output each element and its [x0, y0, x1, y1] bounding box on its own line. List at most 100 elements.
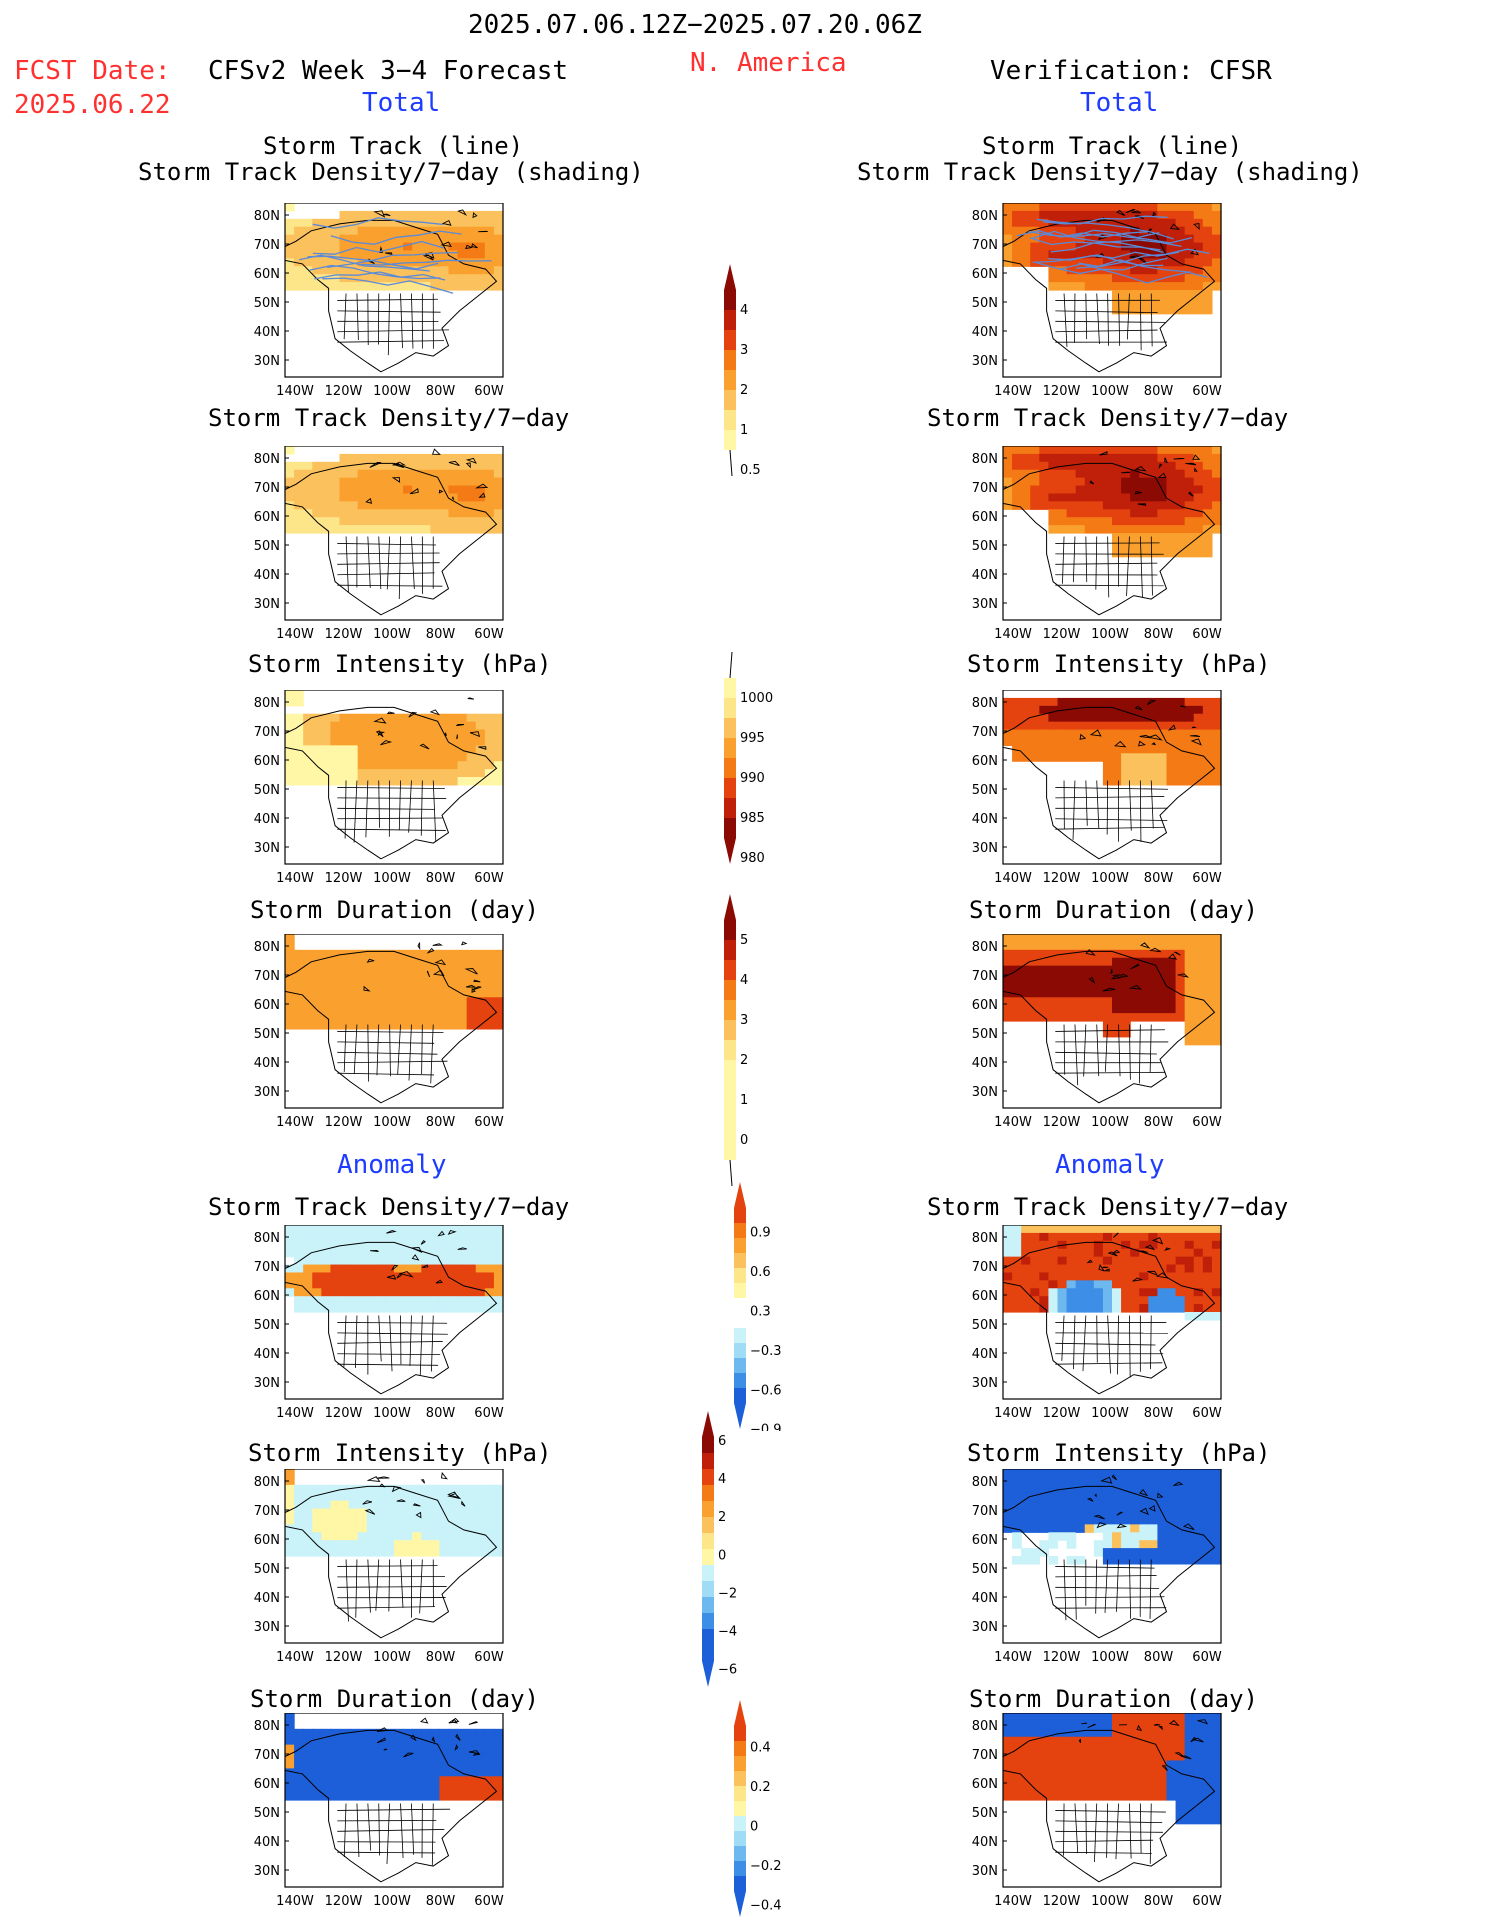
lon-tick-label: 140W — [994, 384, 1032, 399]
lon-tick-label: 80W — [1144, 1406, 1174, 1421]
lat-tick-label: 80N — [254, 696, 280, 711]
lon-tick-label: 140W — [994, 1894, 1032, 1909]
lat-tick-label: 60N — [972, 267, 998, 282]
lon-tick-label: 120W — [1043, 1650, 1081, 1665]
colorbar-duration-total: 5 4 3 2 1 0 — [716, 892, 786, 1188]
map-panel-forecast-4: 80N 70N 60N 50N 40N 30N 140W 120W 100W 80W 60W — [241, 1225, 529, 1429]
lon-tick-label: 120W — [325, 1894, 363, 1909]
lat-tick-label: 50N — [254, 539, 280, 554]
colorbar-tick-label: 5 — [740, 933, 748, 948]
lon-tick-label: 120W — [1043, 627, 1081, 642]
lat-tick-label: 70N — [972, 1504, 998, 1519]
lat-tick-label: 40N — [972, 1347, 998, 1362]
panel-title-track-line-right: Storm Track (line) — [982, 132, 1242, 160]
lon-tick-label: 100W — [1091, 1115, 1129, 1130]
colorbar-tick-label: 980 — [740, 851, 765, 866]
map-panel-forecast-0: 80N70N60N50N40N30N140W 120W 100W 80W 60W — [241, 203, 529, 407]
lat-tick-label: 60N — [254, 1533, 280, 1548]
panel-title-track-line-left: Storm Track (line) — [263, 132, 523, 160]
lon-tick-label: 120W — [325, 384, 363, 399]
colorbar-tick-label: 2 — [740, 383, 748, 398]
lat-tick-label: 40N — [254, 568, 280, 583]
lon-tick-label: 120W — [325, 1115, 363, 1130]
lat-tick-label: 50N — [254, 783, 280, 798]
anomaly-label-right: Anomaly — [1055, 1150, 1165, 1180]
lat-tick-label: 30N — [254, 1376, 280, 1391]
map-panel-forecast-1: 80N70N60N50N40N30N140W 120W 100W 80W 60W — [241, 446, 529, 650]
panel-title-track-shading-right: Storm Track Density/7−day (shading) — [857, 158, 1363, 186]
lat-tick-label: 50N — [972, 296, 998, 311]
colorbar-tick-label: 4 — [740, 973, 748, 988]
lon-tick-label: 140W — [276, 627, 314, 642]
lon-tick-label: 80W — [426, 1115, 456, 1130]
lon-tick-label: 60W — [474, 1406, 504, 1421]
lat-tick-label: 30N — [972, 1376, 998, 1391]
lat-tick-label: 40N — [972, 568, 998, 583]
panel-title-track-shading-left: Storm Track Density/7−day (shading) — [138, 158, 644, 186]
lat-tick-label: 60N — [254, 510, 280, 525]
colorbar-tick-label: 0.5 — [740, 463, 761, 478]
lat-tick-label: 80N — [254, 1475, 280, 1490]
anomaly-label-left: Anomaly — [337, 1150, 447, 1180]
state-borders — [337, 1803, 450, 1865]
lat-tick-label: 50N — [254, 1027, 280, 1042]
lat-tick-label: 70N — [972, 725, 998, 740]
lat-tick-label: 80N — [254, 1231, 280, 1246]
lon-tick-label: 60W — [1192, 1650, 1222, 1665]
lat-tick-label: 60N — [972, 998, 998, 1013]
colorbar-intensity-anom: 6420−2−4−6 — [694, 1409, 764, 1689]
lat-tick-label: 70N — [972, 238, 998, 253]
lon-tick-label: 140W — [276, 1894, 314, 1909]
colorbar-tick-label: 4 — [718, 1472, 726, 1487]
total-label-right: Total — [1080, 88, 1158, 118]
colorbar-tick-label: 985 — [740, 811, 765, 826]
colorbar-tick-label: 0.4 — [750, 1740, 771, 1755]
lon-tick-label: 60W — [1192, 871, 1222, 886]
lon-tick-label: 120W — [325, 871, 363, 886]
lat-tick-label: 60N — [254, 267, 280, 282]
state-borders — [1055, 1315, 1168, 1377]
lon-tick-label: 60W — [474, 627, 504, 642]
lat-tick-label: 40N — [254, 1835, 280, 1850]
lon-tick-label: 140W — [994, 1406, 1032, 1421]
lon-tick-label: 120W — [1043, 1115, 1081, 1130]
lat-tick-label: 30N — [972, 597, 998, 612]
panel-title-anom-density-left: Storm Track Density/7−day — [208, 1193, 569, 1221]
lat-tick-label: 40N — [972, 1835, 998, 1850]
colorbar-tick-label: 0.3 — [750, 1304, 771, 1319]
total-label-left: Total — [362, 88, 440, 118]
lon-tick-label: 100W — [1091, 384, 1129, 399]
lon-tick-label: 60W — [1192, 1406, 1222, 1421]
lon-tick-label: 60W — [1192, 384, 1222, 399]
lon-tick-label: 140W — [276, 1406, 314, 1421]
lon-tick-label: 60W — [1192, 1894, 1222, 1909]
colorbar-tick-label: −2 — [718, 1586, 737, 1601]
map-panel-verification-5: 80N70N60N50N40N30N140W 120W 100W 80W 60W — [959, 1469, 1247, 1673]
heatmap-cells — [1003, 698, 1222, 786]
lat-tick-label: 60N — [254, 754, 280, 769]
lon-tick-label: 60W — [474, 1115, 504, 1130]
map-panel-verification-2: 80N 70N 60N 50N 40N 30N 140W 120W 100W 80W 60W — [959, 690, 1247, 894]
lat-tick-label: 60N — [254, 998, 280, 1013]
lat-tick-label: 50N — [254, 1562, 280, 1577]
lon-tick-label: 60W — [474, 384, 504, 399]
lon-tick-label: 80W — [1144, 627, 1174, 642]
heatmap-cells — [1003, 446, 1222, 557]
colorbar-intensity-total: 1000 995 990 985 980 — [716, 650, 786, 866]
region-label: N. America — [690, 48, 847, 78]
heatmap-cells — [285, 1713, 504, 1801]
lon-tick-label: 100W — [1091, 871, 1129, 886]
lon-tick-label: 80W — [426, 384, 456, 399]
lat-tick-label: 30N — [254, 354, 280, 369]
lon-tick-label: 80W — [1144, 1894, 1174, 1909]
map-panel-forecast-2: 80N70N60N50N40N30N140W 120W 100W 80W 60W — [241, 690, 529, 894]
lat-tick-label: 70N — [254, 969, 280, 984]
colorbar-tick-label: −0.2 — [750, 1859, 782, 1874]
lat-tick-label: 80N — [254, 209, 280, 224]
lon-tick-label: 140W — [276, 1115, 314, 1130]
colorbar-tick-label: −6 — [718, 1663, 737, 1678]
lon-tick-label: 100W — [1091, 627, 1129, 642]
panel-title-anom-duration-right: Storm Duration (day) — [969, 1685, 1258, 1713]
lon-tick-label: 100W — [1091, 1406, 1129, 1421]
lon-tick-label: 60W — [474, 1650, 504, 1665]
